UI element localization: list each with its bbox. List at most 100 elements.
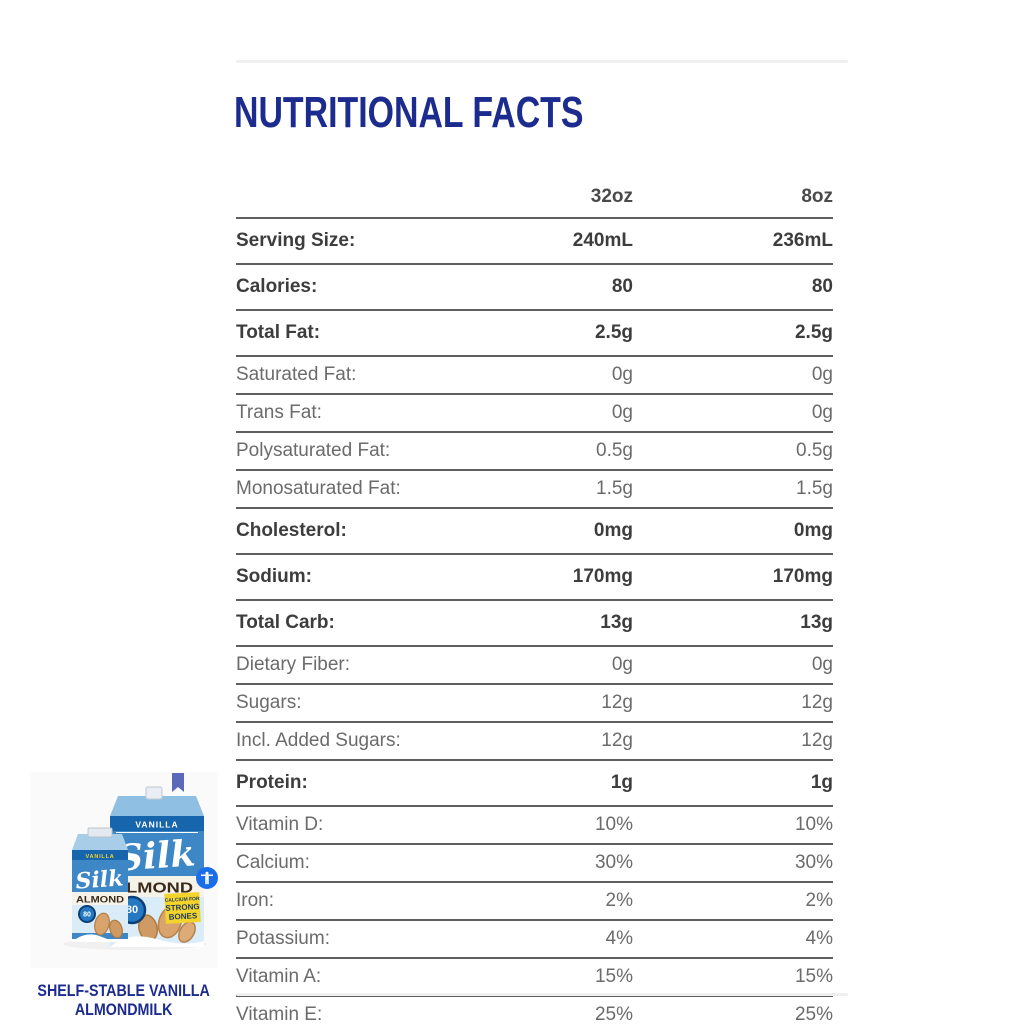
table-row: Trans Fat: 0g 0g bbox=[236, 394, 833, 433]
table-row: Calcium: 30% 30% bbox=[236, 844, 833, 883]
row-label: Serving Size: bbox=[236, 218, 436, 265]
row-value-8oz: 13g bbox=[633, 600, 833, 647]
row-value-8oz: 12g bbox=[633, 722, 833, 761]
row-value-8oz: 25% bbox=[633, 996, 833, 1024]
carton-flavor-label: VANILLA bbox=[135, 820, 178, 830]
row-value-8oz: 170mg bbox=[633, 554, 833, 601]
row-label: Polysaturated Fat: bbox=[236, 432, 436, 471]
row-value-8oz: 15% bbox=[633, 958, 833, 997]
top-divider bbox=[236, 60, 848, 63]
table-row: Total Carb: 13g 13g bbox=[236, 600, 833, 647]
row-value-32oz: 0g bbox=[436, 646, 633, 685]
row-label: Incl. Added Sugars: bbox=[236, 722, 436, 761]
row-label: Potassium: bbox=[236, 920, 436, 959]
table-row: Monosaturated Fat: 1.5g 1.5g bbox=[236, 470, 833, 509]
row-label: Calcium: bbox=[236, 844, 436, 883]
row-value-32oz: 12g bbox=[436, 684, 633, 723]
row-value-32oz: 2% bbox=[436, 882, 633, 921]
row-label: Sugars: bbox=[236, 684, 436, 723]
row-value-8oz: 236mL bbox=[633, 218, 833, 265]
table-row: Sugars: 12g 12g bbox=[236, 684, 833, 723]
row-value-32oz: 0mg bbox=[436, 508, 633, 555]
bookmark-icon[interactable] bbox=[170, 772, 186, 794]
table-row: Protein: 1g 1g bbox=[236, 760, 833, 807]
row-value-8oz: 0g bbox=[633, 394, 833, 433]
calories-badge-small: 80 bbox=[83, 912, 91, 919]
row-value-32oz: 30% bbox=[436, 844, 633, 883]
row-value-32oz: 170mg bbox=[436, 554, 633, 601]
row-value-8oz: 0.5g bbox=[633, 432, 833, 471]
row-value-8oz: 4% bbox=[633, 920, 833, 959]
carton-large: VANILLA Silk ALMOND 80 CALCIUM FOR bbox=[110, 786, 204, 947]
row-label: Monosaturated Fat: bbox=[236, 470, 436, 509]
row-label: Vitamin A: bbox=[236, 958, 436, 997]
row-value-32oz: 4% bbox=[436, 920, 633, 959]
table-row: Vitamin A: 15% 15% bbox=[236, 958, 833, 997]
row-label: Protein: bbox=[236, 760, 436, 807]
row-value-32oz: 13g bbox=[436, 600, 633, 647]
table-row: Serving Size: 240mL 236mL bbox=[236, 218, 833, 265]
table-row: Iron: 2% 2% bbox=[236, 882, 833, 921]
row-value-32oz: 25% bbox=[436, 996, 633, 1024]
carton-small-flavor-label: VANILLA bbox=[85, 854, 114, 860]
table-row: Sodium: 170mg 170mg bbox=[236, 554, 833, 601]
caption-line-1: SHELF-STABLE VANILLA bbox=[37, 981, 211, 1000]
accessibility-icon[interactable] bbox=[196, 867, 218, 889]
row-value-32oz: 240mL bbox=[436, 218, 633, 265]
row-value-8oz: 0g bbox=[633, 646, 833, 685]
caption-line-2: ALMONDMILK bbox=[75, 1000, 173, 1020]
carton-small: VANILLA Silk ALMOND 80 bbox=[72, 827, 128, 942]
table-row: Vitamin D: 10% 10% bbox=[236, 806, 833, 845]
row-label: Vitamin D: bbox=[236, 806, 436, 845]
page-title: NUTRITIONAL FACTS bbox=[234, 88, 688, 138]
carton-brand-logo: Silk bbox=[116, 832, 197, 879]
claim-line-1: CALCIUM FOR bbox=[164, 896, 200, 904]
row-value-32oz: 1.5g bbox=[436, 470, 633, 509]
row-value-32oz: 0.5g bbox=[436, 432, 633, 471]
row-label: Cholesterol: bbox=[236, 508, 436, 555]
column-header-8oz: 8oz bbox=[633, 178, 833, 219]
table-row: Total Fat: 2.5g 2.5g bbox=[236, 310, 833, 357]
row-label: Iron: bbox=[236, 882, 436, 921]
calories-badge-large: 80 bbox=[126, 904, 138, 916]
row-value-8oz: 0g bbox=[633, 356, 833, 395]
bottom-divider bbox=[236, 993, 848, 996]
column-header-blank bbox=[236, 178, 436, 219]
row-label: Total Carb: bbox=[236, 600, 436, 647]
row-value-32oz: 2.5g bbox=[436, 310, 633, 357]
table-row: Cholesterol: 0mg 0mg bbox=[236, 508, 833, 555]
table-row: Incl. Added Sugars: 12g 12g bbox=[236, 722, 833, 761]
row-value-32oz: 0g bbox=[436, 356, 633, 395]
row-value-8oz: 30% bbox=[633, 844, 833, 883]
row-value-8oz: 1.5g bbox=[633, 470, 833, 509]
row-value-8oz: 1g bbox=[633, 760, 833, 807]
carton-small-type-label: ALMOND bbox=[76, 895, 124, 906]
product-image[interactable]: VANILLA Silk ALMOND 80 CALCIUM FOR bbox=[30, 772, 218, 968]
carton-small-brand-logo: Silk bbox=[75, 865, 125, 894]
table-header-row: 32oz 8oz bbox=[236, 178, 833, 219]
claim-line-2: STRONG bbox=[165, 902, 200, 913]
row-label: Saturated Fat: bbox=[236, 356, 436, 395]
row-value-32oz: 10% bbox=[436, 806, 633, 845]
nutrition-facts-table: 32oz 8oz Serving Size: 240mL 236mL Calories… bbox=[236, 178, 833, 1024]
claim-sticker: CALCIUM FOR STRONG BONES bbox=[164, 892, 201, 924]
row-value-8oz: 10% bbox=[633, 806, 833, 845]
row-value-32oz: 12g bbox=[436, 722, 633, 761]
row-value-32oz: 80 bbox=[436, 264, 633, 311]
row-label: Dietary Fiber: bbox=[236, 646, 436, 685]
page-title-text: NUTRITIONAL FACTS bbox=[234, 88, 584, 137]
claim-line-3: BONES bbox=[169, 911, 199, 922]
column-header-32oz: 32oz bbox=[436, 178, 633, 219]
row-value-8oz: 80 bbox=[633, 264, 833, 311]
row-label: Trans Fat: bbox=[236, 394, 436, 433]
row-value-8oz: 2.5g bbox=[633, 310, 833, 357]
table-row: Dietary Fiber: 0g 0g bbox=[236, 646, 833, 685]
nutrition-table-body: Serving Size: 240mL 236mL Calories: 80 80 Tota… bbox=[236, 218, 833, 1024]
product-caption: SHELF-STABLE VANILLA ALMONDMILK bbox=[18, 981, 230, 1019]
row-label: Sodium: bbox=[236, 554, 436, 601]
product-cartons-illustration: VANILLA Silk ALMOND 80 CALCIUM FOR bbox=[63, 786, 207, 950]
row-value-32oz: 0g bbox=[436, 394, 633, 433]
row-label: Vitamin E: bbox=[236, 996, 436, 1024]
row-value-8oz: 0mg bbox=[633, 508, 833, 555]
row-value-32oz: 15% bbox=[436, 958, 633, 997]
